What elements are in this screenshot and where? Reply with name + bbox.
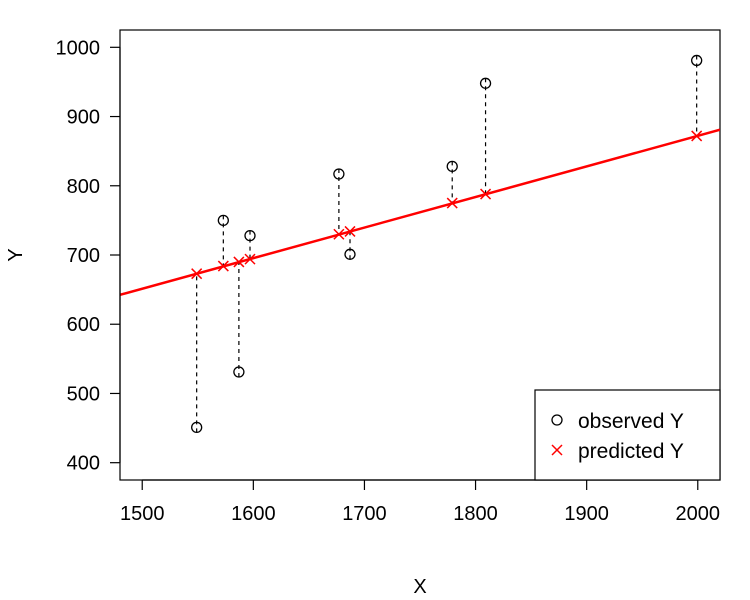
regression-line-group xyxy=(120,128,720,297)
predicted-point xyxy=(233,256,245,268)
legend: observed Y predicted Y xyxy=(534,389,721,481)
predicted-point-stroke xyxy=(480,188,492,200)
observed-point xyxy=(344,248,356,260)
x-tick-label: 1500 xyxy=(120,503,165,525)
data-points xyxy=(191,54,703,434)
predicted-point xyxy=(691,130,703,142)
predicted-point xyxy=(480,188,492,200)
observed-point xyxy=(333,168,345,180)
predicted-point xyxy=(446,197,458,209)
observed-point xyxy=(233,366,245,378)
x-tick-label: 1900 xyxy=(564,503,609,525)
predicted-point-stroke xyxy=(691,130,703,142)
predicted-point xyxy=(191,268,203,280)
legend-label-predicted: predicted Y xyxy=(578,440,684,463)
legend-box xyxy=(534,389,721,481)
predicted-point-stroke xyxy=(217,260,229,272)
y-tick-label: 500 xyxy=(67,383,100,405)
predicted-point-stroke xyxy=(244,253,256,265)
y-tick-label: 400 xyxy=(67,453,100,475)
x-tick-label: 1600 xyxy=(231,503,276,525)
predicted-point-stroke xyxy=(233,256,245,268)
predicted-point-stroke xyxy=(191,268,203,280)
y-tick-label: 900 xyxy=(67,107,100,129)
legend-x-marker xyxy=(551,444,563,456)
x-axis: 1500 1600 1700 1800 1900 2000 xyxy=(120,479,721,525)
x-tick-label: 1800 xyxy=(453,503,498,525)
regression-line xyxy=(120,128,720,297)
x-tick-label: 1700 xyxy=(342,503,387,525)
observed-point xyxy=(217,214,229,227)
observed-point xyxy=(244,229,256,242)
predicted-point-stroke xyxy=(333,228,345,240)
x-axis-label: X xyxy=(413,576,426,598)
y-tick-label: 700 xyxy=(67,245,100,267)
y-tick-label: 800 xyxy=(67,176,100,198)
y-tick-label: 1000 xyxy=(56,37,101,59)
legend-label-observed: observed Y xyxy=(578,410,684,433)
residual-lines xyxy=(196,55,698,433)
predicted-point xyxy=(333,228,345,240)
observed-point xyxy=(446,160,458,173)
observed-point xyxy=(691,54,703,67)
predicted-point xyxy=(244,253,256,265)
predicted-point xyxy=(344,225,356,237)
predicted-point-stroke xyxy=(446,197,458,209)
x-tick-label: 2000 xyxy=(676,503,721,525)
legend-circle-marker xyxy=(551,414,563,426)
predicted-point xyxy=(217,260,229,272)
observed-point xyxy=(191,421,203,434)
y-axis: 400 500 600 700 800 900 1000 xyxy=(56,37,121,475)
observed-point xyxy=(479,77,492,89)
predicted-point-stroke xyxy=(344,225,356,237)
y-axis-label: Y xyxy=(5,248,27,261)
y-tick-label: 600 xyxy=(67,314,100,336)
